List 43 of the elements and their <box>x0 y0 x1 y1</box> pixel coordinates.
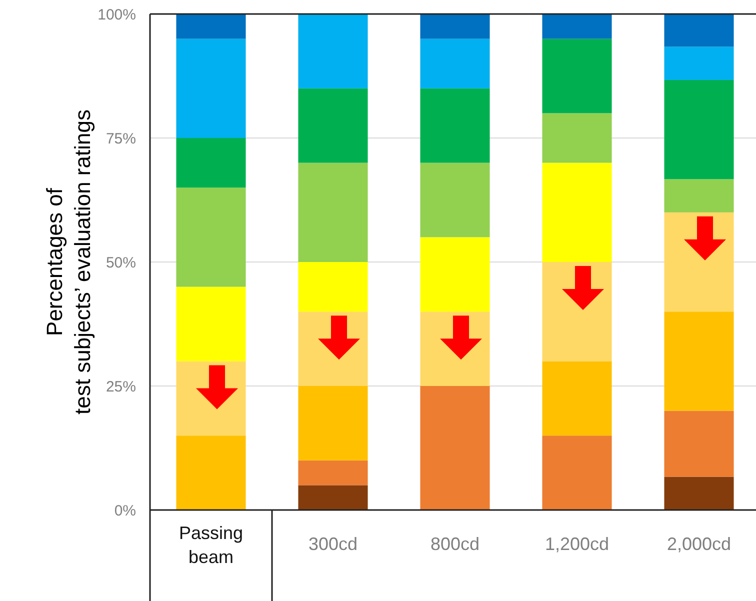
bar <box>542 38 612 114</box>
bar <box>542 14 612 39</box>
bar <box>298 14 368 88</box>
y-tick-label: 25% <box>106 378 136 396</box>
bar <box>176 188 246 287</box>
bar <box>542 436 612 510</box>
x-tick-label: 300cd <box>308 534 358 554</box>
bar <box>176 436 246 510</box>
bar <box>298 88 368 163</box>
y-tick-label: 75% <box>106 130 136 148</box>
bar <box>664 476 734 510</box>
y-tick-label: 100% <box>98 6 136 24</box>
bar <box>298 460 368 486</box>
x-tick-label: 2,000cd <box>666 534 732 554</box>
bar <box>176 38 246 138</box>
bar <box>664 312 734 411</box>
y-tick-label: 50% <box>106 254 136 272</box>
bar <box>542 162 612 262</box>
y-axis-title: Percentages of test subjects’ evaluation ratings <box>42 110 95 414</box>
bar <box>420 386 490 510</box>
bar <box>542 113 612 163</box>
bar <box>298 262 368 312</box>
bar <box>420 237 490 312</box>
bar <box>664 80 734 180</box>
bar <box>542 361 612 436</box>
bar <box>420 38 490 88</box>
x-tick-label: 1,200cd <box>544 534 610 554</box>
bar <box>420 88 490 163</box>
bar <box>664 14 734 47</box>
y-tick-label: 0% <box>114 502 136 520</box>
bar <box>298 386 368 460</box>
bar <box>176 138 246 188</box>
bar <box>420 162 490 238</box>
bar <box>176 286 246 362</box>
x-tick-label: 800cd <box>430 534 480 554</box>
bar <box>298 162 368 262</box>
bar <box>664 46 734 80</box>
bar <box>664 179 734 212</box>
x-tick-label: Passing beam <box>178 523 244 567</box>
bar <box>664 410 734 477</box>
bar <box>176 14 246 39</box>
bar <box>298 485 368 510</box>
bar <box>420 14 490 39</box>
